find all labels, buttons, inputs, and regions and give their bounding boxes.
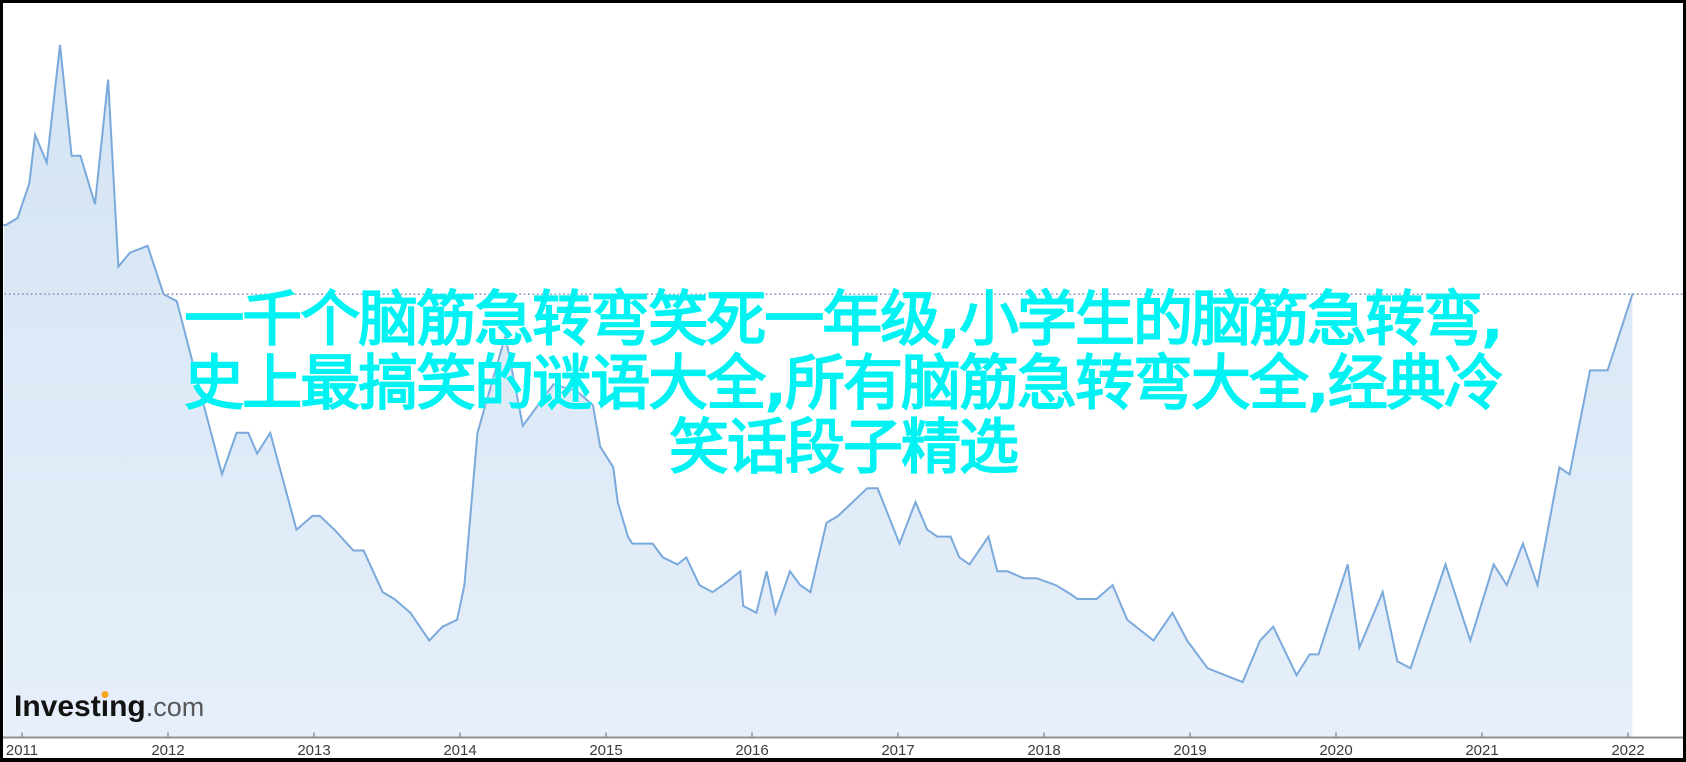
x-axis-label: 2012 bbox=[151, 742, 184, 759]
x-axis-label: 2011 bbox=[6, 742, 38, 759]
logo-orange-dot-i: i bbox=[100, 690, 110, 723]
series-line bbox=[3, 44, 1634, 684]
investing-logo: Investing.com bbox=[14, 690, 204, 724]
x-axis-label: 2017 bbox=[881, 742, 914, 759]
area-fill bbox=[4, 44, 1633, 738]
x-axis-label: 2018 bbox=[1027, 742, 1060, 759]
x-axis-label: 2019 bbox=[1173, 742, 1206, 759]
x-axis-label: 2014 bbox=[443, 742, 476, 759]
x-axis-label: 2020 bbox=[1319, 742, 1352, 759]
x-axis-label: 2021 bbox=[1465, 742, 1498, 759]
x-axis-label: 2016 bbox=[735, 742, 768, 759]
logo-brand-head: Invest bbox=[14, 690, 101, 723]
x-axis-label: 2022 bbox=[1611, 742, 1644, 759]
logo-com-suffix: .com bbox=[145, 692, 205, 722]
x-axis-label: 2015 bbox=[589, 742, 622, 759]
x-axis-label: 2013 bbox=[297, 742, 330, 759]
logo-brand-tail: ng bbox=[109, 690, 146, 723]
